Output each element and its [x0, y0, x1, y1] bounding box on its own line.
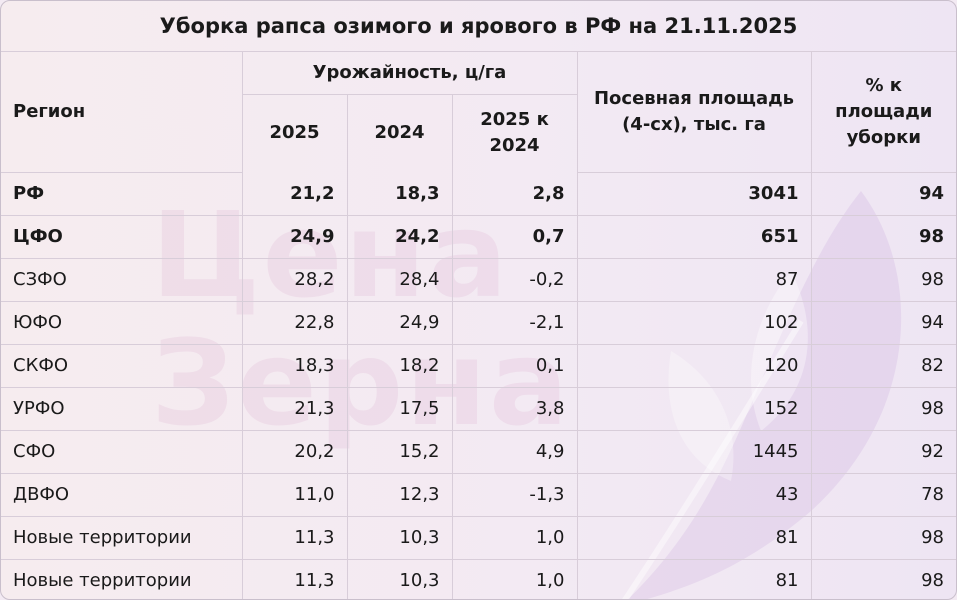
cell-yield-diff: 0,1 [451, 343, 578, 388]
cell-area: 43 [576, 472, 812, 517]
table-row: СКФО 18,3 18,2 0,1 120 82 [1, 343, 956, 388]
cell-yield-2024: 10,3 [346, 558, 453, 599]
table-row: Новые территории 11,3 10,3 1,0 81 98 [1, 515, 956, 560]
cell-yield-diff: -2,1 [451, 300, 578, 345]
table-row: СЗФО 28,2 28,4 -0,2 87 98 [1, 257, 956, 302]
cell-percent: 92 [810, 429, 956, 474]
cell-yield-2025: 22,8 [241, 300, 348, 345]
cell-area: 87 [576, 257, 812, 302]
cell-yield-2025: 11,3 [241, 515, 348, 560]
cell-region: РФ [1, 172, 243, 216]
cell-region: ДВФО [1, 472, 243, 517]
cell-yield-2025: 18,3 [241, 343, 348, 388]
table-row: ЮФО 22,8 24,9 -2,1 102 94 [1, 300, 956, 345]
cell-percent: 98 [810, 386, 956, 431]
cell-yield-diff: 3,8 [451, 386, 578, 431]
cell-yield-diff: -1,3 [451, 472, 578, 517]
cell-yield-diff: 1,0 [451, 515, 578, 560]
cell-yield-2025: 28,2 [241, 257, 348, 302]
cell-yield-2025: 11,3 [241, 558, 348, 599]
cell-percent: 94 [810, 172, 956, 216]
cell-yield-2025: 11,0 [241, 472, 348, 517]
cell-region: СФО [1, 429, 243, 474]
table-row: СФО 20,2 15,2 4,9 1445 92 [1, 429, 956, 474]
header-area: Посевная площадь (4-сх), тыс. га [576, 50, 812, 173]
cell-region: СЗФО [1, 257, 243, 302]
cell-region: ЦФО [1, 214, 243, 259]
cell-percent: 98 [810, 515, 956, 560]
header-region: Регион [1, 50, 243, 173]
cell-yield-diff: 1,0 [451, 558, 578, 599]
cell-region: УРФО [1, 386, 243, 431]
cell-yield-2024: 15,2 [346, 429, 453, 474]
cell-region: СКФО [1, 343, 243, 388]
cell-yield-2024: 10,3 [346, 515, 453, 560]
header-diff: 2025 к 2024 [451, 93, 577, 172]
table-row: ДВФО 11,0 12,3 -1,3 43 78 [1, 472, 956, 517]
cell-percent: 98 [810, 214, 956, 259]
cell-yield-2025: 21,2 [241, 172, 348, 216]
cell-yield-diff: 0,7 [451, 214, 578, 259]
table-row: Новые территории 11,3 10,3 1,0 81 98 [1, 558, 956, 599]
cell-yield-2025: 24,9 [241, 214, 348, 259]
header-percent: % к площади уборки [810, 50, 956, 173]
cell-yield-2024: 24,2 [346, 214, 453, 259]
cell-area: 651 [576, 214, 812, 259]
header-2024: 2024 [346, 93, 453, 172]
cell-yield-2025: 20,2 [241, 429, 348, 474]
cell-area: 1445 [576, 429, 812, 474]
cell-yield-2024: 18,2 [346, 343, 453, 388]
cell-region: Новые территории [1, 515, 243, 560]
header-yield: Урожайность, ц/га [241, 50, 578, 95]
cell-yield-diff: 2,8 [451, 172, 578, 216]
cell-region: Новые территории [1, 558, 243, 599]
table-row: ЦФО 24,9 24,2 0,7 651 98 [1, 214, 956, 259]
cell-yield-2024: 18,3 [346, 172, 453, 216]
cell-area: 81 [576, 515, 812, 560]
cell-area: 81 [576, 558, 812, 599]
cell-yield-diff: 4,9 [451, 429, 578, 474]
cell-yield-2024: 28,4 [346, 257, 453, 302]
cell-area: 102 [576, 300, 812, 345]
cell-region: ЮФО [1, 300, 243, 345]
cell-percent: 98 [810, 558, 956, 599]
table-row: УРФО 21,3 17,5 3,8 152 98 [1, 386, 956, 431]
cell-yield-2024: 12,3 [346, 472, 453, 517]
cell-percent: 98 [810, 257, 956, 302]
cell-area: 120 [576, 343, 812, 388]
table-body: РФ 21,2 18,3 2,8 3041 94 ЦФО 24,9 24,2 0,7 651 98 СЗ… [1, 172, 956, 599]
cell-percent: 94 [810, 300, 956, 345]
cell-yield-2024: 17,5 [346, 386, 453, 431]
cell-area: 3041 [576, 172, 812, 216]
table-row: РФ 21,2 18,3 2,8 3041 94 [1, 172, 956, 216]
cell-percent: 78 [810, 472, 956, 517]
header-2025: 2025 [242, 93, 348, 172]
cell-area: 152 [576, 386, 812, 431]
cell-percent: 82 [810, 343, 956, 388]
table-title: Уборка рапса озимого и ярового в РФ на 2… [1, 1, 956, 52]
cell-yield-diff: -0,2 [451, 257, 578, 302]
cell-yield-2025: 21,3 [241, 386, 348, 431]
cell-yield-2024: 24,9 [346, 300, 453, 345]
